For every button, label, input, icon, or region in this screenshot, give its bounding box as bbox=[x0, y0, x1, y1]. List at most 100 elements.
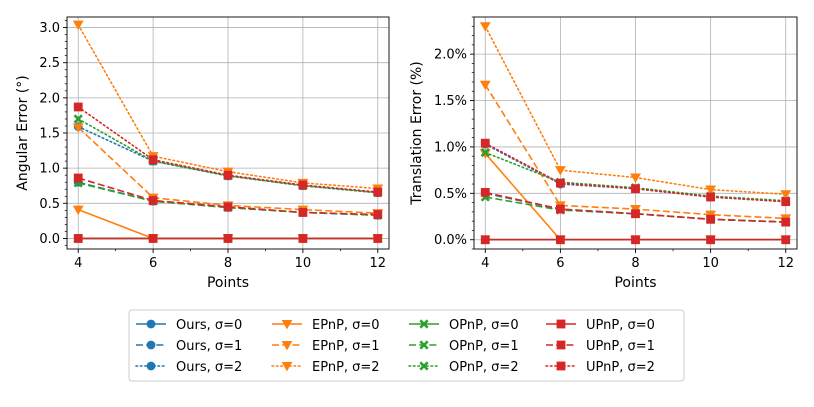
x-tick-label: 8 bbox=[224, 256, 232, 271]
legend-marker bbox=[556, 340, 566, 350]
data-point bbox=[148, 234, 158, 243]
legend-label: UPnP, σ=2 bbox=[586, 360, 655, 375]
data-point bbox=[480, 235, 490, 245]
x-tick-label: 12 bbox=[777, 256, 794, 271]
y-tick-label: 0.5% bbox=[434, 187, 467, 202]
y-tick-label: 1.0 bbox=[39, 162, 60, 177]
data-point bbox=[373, 234, 383, 243]
x-tick-label: 8 bbox=[631, 256, 639, 271]
legend-entry: OPnP, σ=2 bbox=[408, 360, 519, 375]
data-point bbox=[148, 196, 158, 205]
data-point bbox=[631, 209, 640, 219]
y-axis-label: Translation Error (%) bbox=[409, 61, 425, 206]
y-tick-label: 2.5 bbox=[39, 56, 60, 71]
legend-marker bbox=[556, 361, 566, 371]
legend-marker bbox=[556, 319, 566, 329]
x-tick-label: 10 bbox=[295, 256, 312, 271]
legend-entry: OPnP, σ=0 bbox=[409, 318, 519, 333]
legend-label: OPnP, σ=1 bbox=[449, 339, 519, 354]
legend-marker bbox=[419, 340, 429, 350]
data-point bbox=[631, 184, 640, 194]
data-point bbox=[781, 217, 791, 227]
legend-marker bbox=[281, 319, 293, 330]
data-point bbox=[298, 234, 308, 243]
data-point bbox=[480, 147, 490, 158]
data-point bbox=[555, 235, 565, 245]
legend-label: UPnP, σ=0 bbox=[586, 318, 655, 333]
data-point bbox=[373, 210, 383, 219]
angular-error-chart: 4 6 8 10 12 0.0 0.5 1.0 1.5 2.0 2.5 3.0 Points Angula… bbox=[15, 16, 390, 291]
data-point bbox=[223, 202, 233, 212]
y-tick-label: 2.0 bbox=[39, 91, 60, 106]
data-point bbox=[781, 197, 791, 207]
legend-label: Ours, σ=0 bbox=[176, 318, 242, 333]
x-tick-label: 6 bbox=[556, 256, 564, 271]
data-point bbox=[223, 170, 233, 180]
x-tick-label: 12 bbox=[369, 256, 386, 271]
data-point bbox=[706, 192, 716, 202]
legend-marker bbox=[146, 361, 156, 371]
legend-label: UPnP, σ=1 bbox=[586, 339, 655, 354]
y-tick-label: 0.0 bbox=[39, 232, 60, 247]
legend-marker bbox=[146, 340, 156, 350]
series-upnp-sigma1 bbox=[73, 173, 383, 219]
x-tick-label: 10 bbox=[702, 256, 719, 271]
y-tick-label: 2.0% bbox=[434, 48, 467, 63]
data-point bbox=[73, 102, 83, 112]
legend-entry: EPnP, σ=0 bbox=[272, 318, 380, 333]
legend-entry: UPnP, σ=2 bbox=[545, 360, 655, 375]
data-point bbox=[148, 155, 158, 165]
legend-label: EPnP, σ=0 bbox=[312, 318, 380, 333]
series-upnp-sigma0 bbox=[480, 235, 791, 245]
data-point bbox=[480, 138, 490, 148]
y-tick-label: 0.0% bbox=[434, 233, 467, 248]
y-axis-label: Angular Error (°) bbox=[15, 75, 31, 190]
data-point bbox=[480, 187, 490, 197]
data-point bbox=[555, 178, 565, 188]
y-tick-label: 1.5% bbox=[434, 94, 467, 109]
data-point bbox=[555, 204, 565, 214]
series-line bbox=[485, 191, 786, 223]
data-point bbox=[630, 173, 641, 183]
legend-label: Ours, σ=1 bbox=[176, 339, 242, 354]
translation-error-chart: 4 6 8 10 12 0.0% 0.5% 1.0% 1.5% 2.0% Points Transla… bbox=[409, 16, 798, 291]
data-point bbox=[373, 187, 383, 197]
legend-label: Ours, σ=2 bbox=[176, 360, 242, 375]
x-axis-label: Points bbox=[207, 275, 249, 291]
legend-entry: OPnP, σ=1 bbox=[409, 339, 519, 354]
legend-marker bbox=[281, 340, 293, 351]
legend-frame bbox=[128, 309, 685, 382]
legend-entry: UPnP, σ=0 bbox=[546, 318, 655, 333]
legend-label: EPnP, σ=1 bbox=[312, 339, 380, 354]
data-point bbox=[72, 20, 84, 31]
legend-marker bbox=[419, 319, 429, 329]
x-tick-label: 4 bbox=[74, 256, 82, 271]
series-upnp-sigma0 bbox=[73, 234, 383, 243]
data-point bbox=[223, 234, 233, 243]
data-point bbox=[705, 185, 717, 196]
x-tick-label: 4 bbox=[481, 256, 489, 271]
data-point bbox=[298, 208, 308, 217]
series-line bbox=[77, 23, 379, 190]
y-tick-label: 3.0 bbox=[39, 21, 60, 36]
data-point bbox=[706, 235, 716, 245]
legend: Ours, σ=0 EPnP, σ=0 OPnP, σ=0 UPnP, σ=0 Ours… bbox=[128, 309, 685, 382]
y-tick-label: 1.0% bbox=[434, 140, 467, 155]
legend-entry: Ours, σ=1 bbox=[136, 339, 242, 354]
x-tick-label: 6 bbox=[149, 256, 157, 271]
legend-label: OPnP, σ=2 bbox=[449, 360, 519, 375]
series-epnp-sigma2 bbox=[479, 22, 792, 200]
legend-entry: EPnP, σ=1 bbox=[272, 339, 380, 354]
x-axis-label: Points bbox=[614, 275, 656, 291]
data-point bbox=[781, 235, 791, 245]
data-point bbox=[479, 80, 491, 91]
legend-entry: UPnP, σ=1 bbox=[546, 339, 655, 354]
data-point bbox=[298, 180, 308, 190]
data-point bbox=[479, 22, 491, 32]
data-point bbox=[73, 114, 83, 124]
data-point bbox=[706, 214, 716, 224]
data-point bbox=[631, 235, 640, 245]
series-upnp-sigma2 bbox=[73, 102, 383, 197]
legend-label: EPnP, σ=2 bbox=[312, 360, 380, 375]
legend-marker bbox=[146, 319, 156, 329]
